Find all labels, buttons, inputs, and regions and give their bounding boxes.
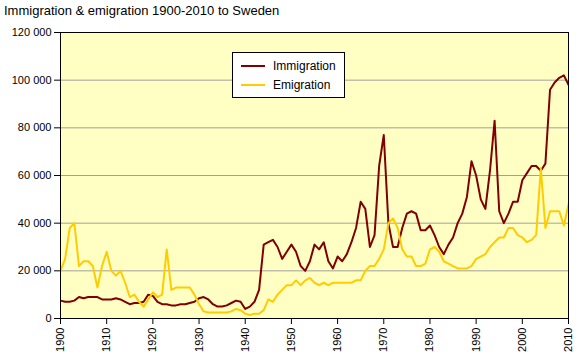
svg-text:1950: 1950 [285,328,297,352]
svg-text:40 000: 40 000 [18,217,52,229]
svg-text:1980: 1980 [423,328,435,352]
svg-text:1900: 1900 [54,328,66,352]
html-text:Immigration & emigration 1900-: Immigration & emigration 1900-2010 to Sw… [4,3,280,18]
svg-text:100 000: 100 000 [12,74,52,86]
svg-text:1970: 1970 [377,328,389,352]
svg-text:2010: 2010 [562,328,574,352]
svg-text:20 000: 20 000 [18,264,52,276]
svg-text:80 000: 80 000 [18,121,52,133]
html-text:Immigration: Immigration [273,58,336,73]
svg-text:1930: 1930 [193,328,205,352]
svg-text:2000: 2000 [516,328,528,352]
svg-text:1940: 1940 [239,328,251,352]
svg-text:1960: 1960 [331,328,343,352]
html-text:Emigration: Emigration [273,77,331,92]
svg-text:120 000: 120 000 [12,26,52,38]
svg-text:1990: 1990 [470,328,482,352]
svg-text:0: 0 [45,312,51,324]
svg-text:60 000: 60 000 [18,169,52,181]
svg-text:1920: 1920 [146,328,158,352]
svg-text:1910: 1910 [100,328,112,352]
